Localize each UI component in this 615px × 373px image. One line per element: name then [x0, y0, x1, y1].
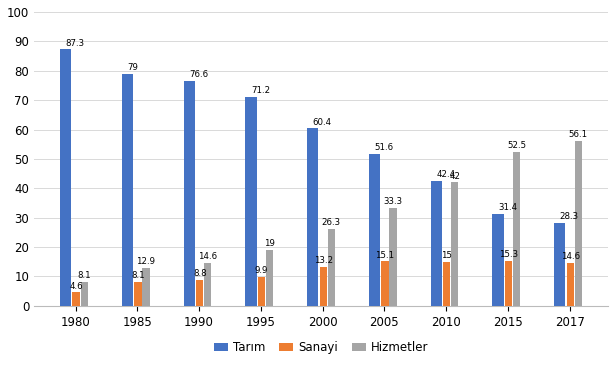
Bar [245, 97, 256, 306]
Bar [513, 151, 520, 306]
Text: 8.8: 8.8 [193, 269, 207, 278]
Bar [196, 280, 204, 306]
Text: 60.4: 60.4 [312, 117, 332, 126]
Bar [574, 141, 582, 306]
Text: 8.1: 8.1 [77, 271, 91, 280]
Bar [381, 261, 389, 306]
Text: 14.6: 14.6 [561, 252, 580, 261]
Text: 8.1: 8.1 [131, 271, 145, 280]
Bar [204, 263, 212, 306]
Text: 52.5: 52.5 [507, 141, 526, 150]
Bar [266, 250, 273, 306]
Text: 28.3: 28.3 [560, 212, 579, 221]
Text: 42: 42 [449, 172, 460, 181]
Text: 56.1: 56.1 [569, 130, 588, 139]
Bar [142, 268, 149, 306]
Bar [81, 282, 88, 306]
Text: 9.9: 9.9 [255, 266, 268, 275]
Bar [389, 208, 397, 306]
Text: 33.3: 33.3 [383, 197, 403, 206]
Text: 51.6: 51.6 [375, 144, 394, 153]
Bar [443, 262, 450, 306]
Bar [505, 261, 512, 306]
Bar [184, 81, 195, 306]
Text: 79: 79 [127, 63, 138, 72]
Text: 31.4: 31.4 [498, 203, 517, 212]
Bar [60, 49, 71, 306]
Bar [554, 223, 565, 306]
Text: 76.6: 76.6 [189, 70, 208, 79]
Text: 14.6: 14.6 [198, 252, 217, 261]
Text: 15.1: 15.1 [375, 251, 395, 260]
Text: 19: 19 [264, 239, 275, 248]
Text: 15: 15 [441, 251, 452, 260]
Bar [307, 128, 319, 306]
Bar [73, 292, 80, 306]
Legend: Tarım, Sanayi, Hizmetler: Tarım, Sanayi, Hizmetler [209, 336, 433, 359]
Text: 12.9: 12.9 [137, 257, 156, 266]
Bar [566, 263, 574, 306]
Bar [430, 181, 442, 306]
Text: 71.2: 71.2 [251, 86, 270, 95]
Text: 4.6: 4.6 [69, 282, 83, 291]
Bar [328, 229, 335, 306]
Text: 87.3: 87.3 [66, 38, 85, 47]
Bar [258, 277, 265, 306]
Text: 13.2: 13.2 [314, 256, 333, 265]
Bar [369, 154, 380, 306]
Bar [451, 182, 458, 306]
Bar [134, 282, 141, 306]
Bar [122, 73, 133, 306]
Text: 26.3: 26.3 [322, 218, 341, 227]
Text: 15.3: 15.3 [499, 250, 518, 259]
Bar [493, 214, 504, 306]
Text: 42.4: 42.4 [436, 170, 455, 179]
Bar [320, 267, 327, 306]
